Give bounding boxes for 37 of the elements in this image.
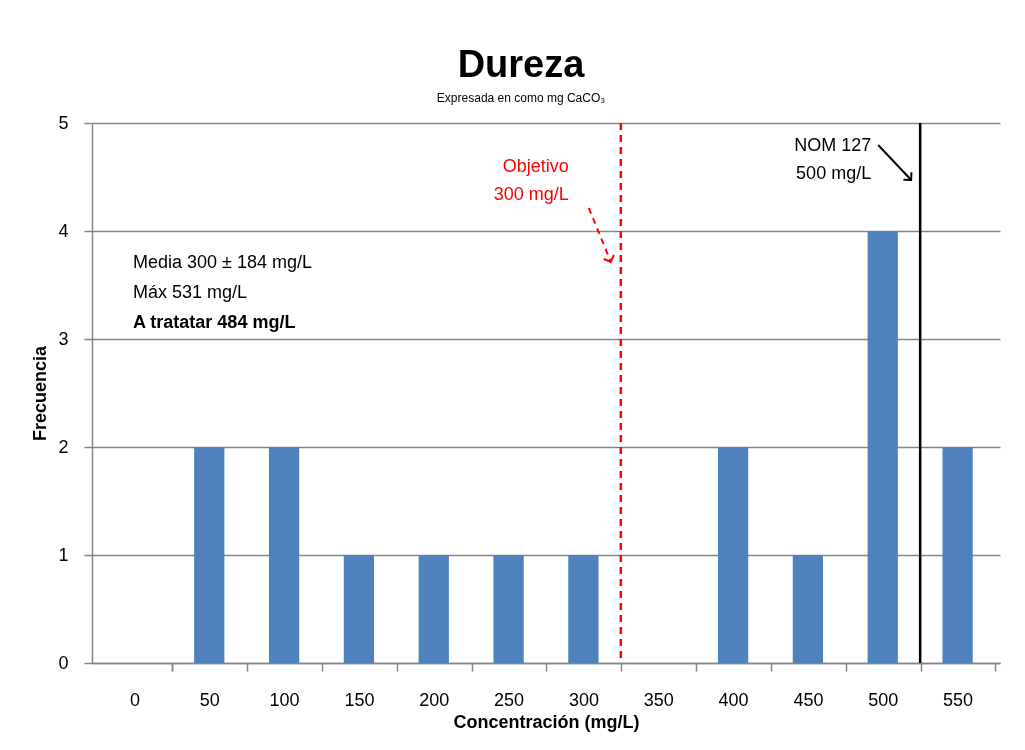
bar: [568, 555, 599, 663]
x-axis-title: Concentración (mg/L): [453, 711, 640, 732]
bar: [343, 555, 375, 663]
x-tick-label: 50: [199, 689, 220, 710]
annotation: A tratatar 484 mg/L: [133, 312, 296, 332]
annotation: Máx 531 mg/L: [133, 282, 248, 302]
bar: [867, 231, 898, 663]
bar: [493, 555, 524, 663]
bar: [717, 447, 749, 663]
x-tick-label: 0: [129, 689, 140, 710]
y-tick-label: 1: [58, 544, 69, 565]
x-tick-label: 550: [943, 689, 974, 710]
bar: [268, 447, 300, 663]
bar: [792, 555, 824, 663]
x-tick-label: 450: [793, 689, 824, 710]
bar: [942, 447, 973, 663]
chart-subtitle: Expresada en como mg CaCO₃: [436, 91, 606, 105]
y-tick-label: 5: [58, 112, 69, 133]
annotation: Media 300 ± 184 mg/L: [133, 252, 312, 272]
ref-line-label: Objetivo 300 mg/L: [493, 156, 569, 204]
x-tick-label: 400: [718, 689, 749, 710]
x-tick-label: 250: [494, 689, 525, 710]
x-tick-label: 500: [868, 689, 899, 710]
x-tick-label: 350: [643, 689, 674, 710]
y-tick-label: 3: [58, 328, 69, 349]
chart-title: Dureza: [457, 43, 586, 85]
x-tick-label: 150: [344, 689, 375, 710]
y-tick-label: 0: [58, 652, 69, 673]
x-tick-label: 100: [269, 689, 300, 710]
bar: [418, 555, 449, 663]
y-tick-label: 4: [58, 220, 69, 241]
y-tick-label: 2: [58, 436, 69, 457]
bar: [194, 447, 225, 663]
ref-line-label: NOM 127 500 mg/L: [794, 135, 872, 183]
x-tick-label: 200: [419, 689, 450, 710]
x-tick-label: 300: [568, 689, 599, 710]
y-axis-title: Frecuencia: [30, 344, 51, 442]
